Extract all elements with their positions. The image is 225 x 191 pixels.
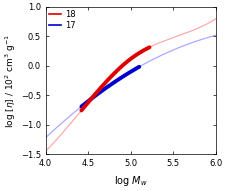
X-axis label: log $M_w$: log $M_w$	[113, 174, 147, 188]
Y-axis label: log [$\eta$] / 10$^2$ cm$^3$ g$^{-1}$: log [$\eta$] / 10$^2$ cm$^3$ g$^{-1}$	[3, 33, 18, 128]
Legend: 18, 17: 18, 17	[48, 10, 76, 30]
